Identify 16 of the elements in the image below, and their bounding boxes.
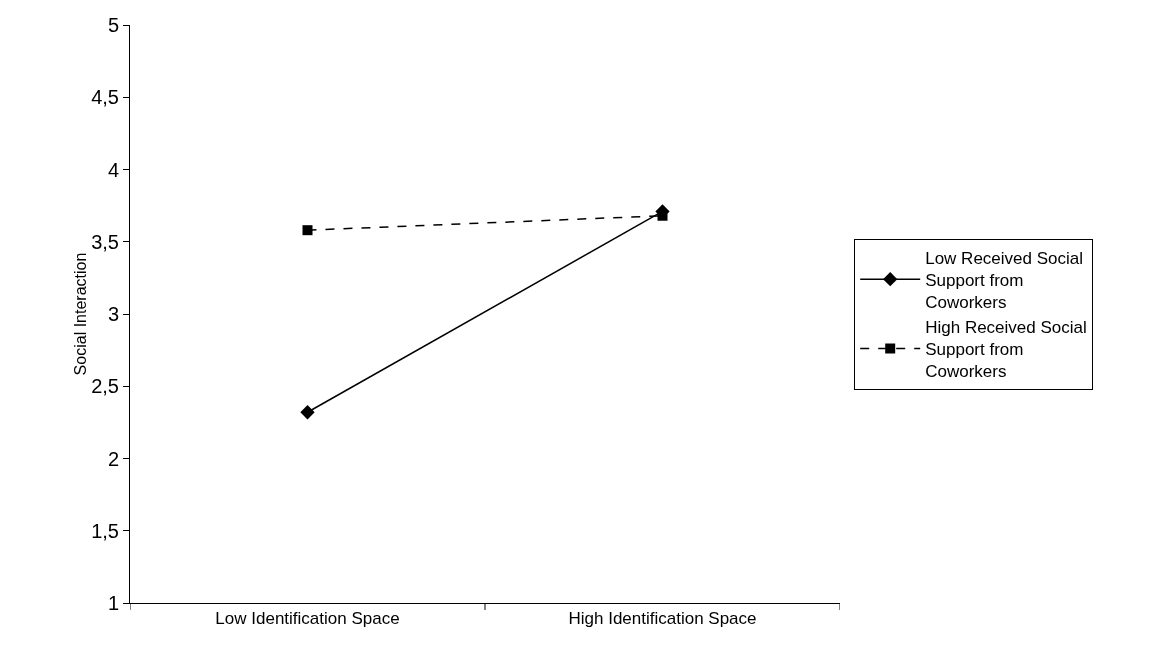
point xyxy=(302,225,313,236)
legend-label: High Received Social Support from Coworkers xyxy=(925,317,1087,382)
x-tick-label: Low Identification Space xyxy=(215,609,400,629)
y-tick-label: 3 xyxy=(107,303,119,325)
x-tick-label: High Identification Space xyxy=(568,609,757,629)
y-tick-label: 2,5 xyxy=(91,375,119,398)
y-tick-label: 4 xyxy=(107,158,119,181)
y-tick-label: 5 xyxy=(107,14,119,36)
legend-label: Low Received Social Support from Coworkers xyxy=(925,248,1084,312)
point xyxy=(300,405,315,420)
y-tick-label: 4,5 xyxy=(91,86,119,109)
y-tick-label: 1,5 xyxy=(91,519,119,542)
y-axis-title: Social Interaction xyxy=(72,252,90,376)
y-tick-label: 1 xyxy=(107,592,119,614)
y-tick-label: 2 xyxy=(107,447,119,470)
y-tick-label: 3,5 xyxy=(91,230,119,253)
